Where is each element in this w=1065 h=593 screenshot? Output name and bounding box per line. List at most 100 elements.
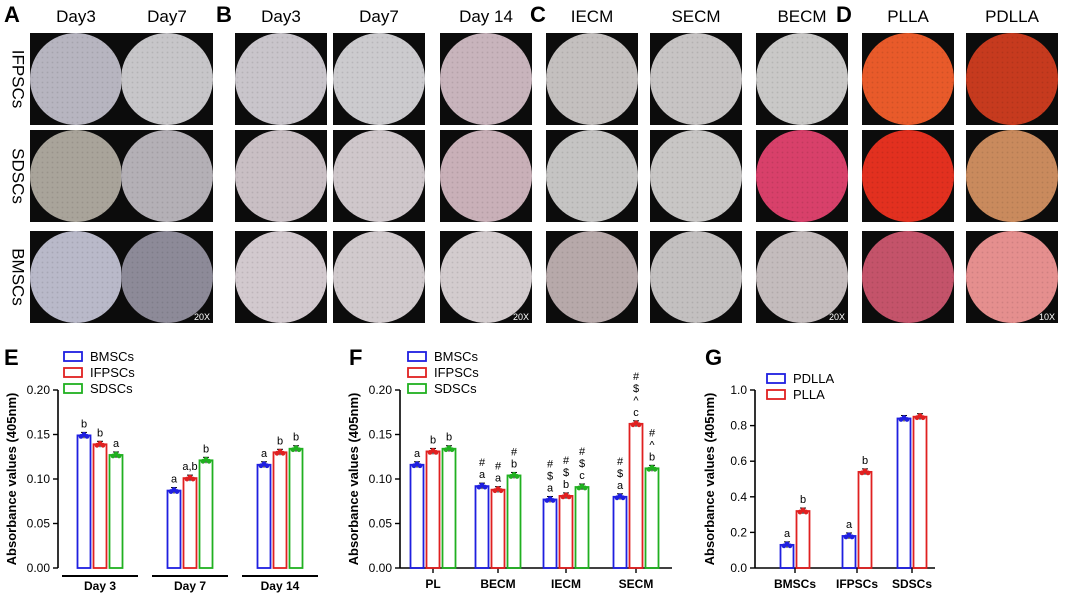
data-point: [174, 489, 180, 494]
micrograph-cell: [30, 130, 122, 222]
micrograph-texture: [30, 130, 122, 222]
bar: [912, 415, 928, 569]
chart-f: F 0.00 0.05 0.10 0.15 0.20 Absorbance values (…: [346, 345, 672, 591]
y-tick-label: 0.05: [27, 517, 51, 531]
bar: [272, 451, 288, 569]
micrograph-texture: [235, 130, 327, 222]
significance-label: b: [203, 443, 209, 455]
y-tick-label: 0.8: [730, 419, 747, 433]
significance-label: a: [479, 469, 486, 481]
panel-label: D: [836, 2, 852, 27]
significance-label: b: [563, 479, 569, 491]
significance-label: $: [633, 383, 639, 395]
significance-label: b: [277, 435, 283, 447]
significance-label: #: [579, 446, 586, 458]
panel-label: E: [4, 345, 19, 370]
bar: [182, 477, 198, 569]
micrograph-texture: [121, 33, 213, 125]
legend-label: SDSCs: [90, 381, 133, 396]
bar: [409, 463, 425, 569]
micrograph-cell: [333, 231, 425, 323]
micrograph-cell: [862, 130, 954, 222]
y-tick-label: 0.00: [27, 561, 51, 575]
legend-label: PLLA: [793, 387, 825, 402]
micrograph-texture: [862, 130, 954, 222]
y-tick-label: 0.2: [730, 525, 747, 539]
y-tick-label: 1.0: [730, 383, 747, 397]
micrograph-cell: 20X: [440, 231, 532, 323]
x-tick-label: IFPSCs: [836, 577, 878, 591]
micrograph-texture: [546, 33, 638, 125]
micrograph-texture: [440, 33, 532, 125]
column-label: Day3: [56, 7, 96, 26]
bar: [198, 459, 214, 569]
micrograph-texture: [440, 130, 532, 222]
data-point: [904, 417, 910, 422]
micrograph-cell: 20X: [121, 231, 213, 323]
bar: [506, 474, 522, 569]
legend-label: BMSCs: [90, 349, 135, 364]
micrograph-cell: [546, 33, 638, 125]
column-label: BECM: [777, 7, 826, 26]
micrograph-cell: [440, 33, 532, 125]
x-tick-label: Day 14: [261, 579, 300, 593]
significance-label: b: [800, 494, 806, 506]
data-point: [433, 450, 439, 455]
bar: [166, 489, 182, 569]
bar: [441, 447, 457, 569]
significance-label: b: [649, 451, 655, 463]
micrograph-texture: [966, 33, 1058, 125]
panel-label: B: [216, 2, 232, 27]
micrograph-cell: [121, 33, 213, 125]
micrograph-texture: [546, 231, 638, 323]
significance-label: a: [617, 480, 624, 492]
significance-label: #: [495, 461, 502, 473]
micrograph-texture: [30, 231, 122, 323]
data-point: [636, 422, 642, 428]
significance-label: b: [97, 427, 103, 439]
bar: [558, 495, 574, 569]
significance-label: c: [633, 407, 639, 419]
micrograph-texture: [30, 33, 122, 125]
data-point: [482, 484, 488, 490]
data-point: [84, 433, 90, 439]
data-point: [280, 450, 286, 456]
micrograph-texture: [333, 33, 425, 125]
micrograph-texture: [862, 33, 954, 125]
bar: [490, 488, 506, 569]
bar: [795, 510, 811, 569]
bar: [474, 485, 490, 569]
panel-label: F: [349, 345, 362, 370]
bar: [542, 498, 558, 569]
significance-label: a: [547, 482, 554, 494]
micrograph-cell: [333, 33, 425, 125]
significance-label: a: [113, 438, 120, 450]
micrograph-cell: [756, 33, 848, 125]
micrograph-cell: [235, 231, 327, 323]
data-point: [787, 543, 793, 549]
legend-swatch: [766, 389, 786, 400]
x-tick-label: BMSCs: [774, 577, 816, 591]
bar: [425, 450, 441, 569]
legend-swatch: [407, 367, 427, 378]
significance-label: $: [617, 468, 623, 480]
data-point: [803, 509, 809, 515]
data-point: [264, 463, 270, 469]
micrograph-cell: [650, 33, 742, 125]
bar: [896, 417, 912, 569]
data-point: [190, 476, 196, 482]
y-tick-label: 0.15: [369, 428, 393, 442]
micrograph-panels: IFPSCs SDSCs BMSCs A Day3 Day7 20X B Day3 Day7 Day…: [4, 2, 1058, 323]
legend-label: SDSCs: [434, 381, 477, 396]
column-label: IECM: [571, 7, 614, 26]
micrograph-texture: [756, 231, 848, 323]
column-label: PDLLA: [985, 7, 1040, 26]
micrograph-cell: [440, 130, 532, 222]
x-tick-label: SDSCs: [892, 577, 932, 591]
legend-label: BMSCs: [434, 349, 479, 364]
micrograph-cell: [966, 33, 1058, 125]
bar: [628, 422, 644, 569]
significance-label: #: [649, 427, 656, 439]
y-tick-label: 0.15: [27, 428, 51, 442]
